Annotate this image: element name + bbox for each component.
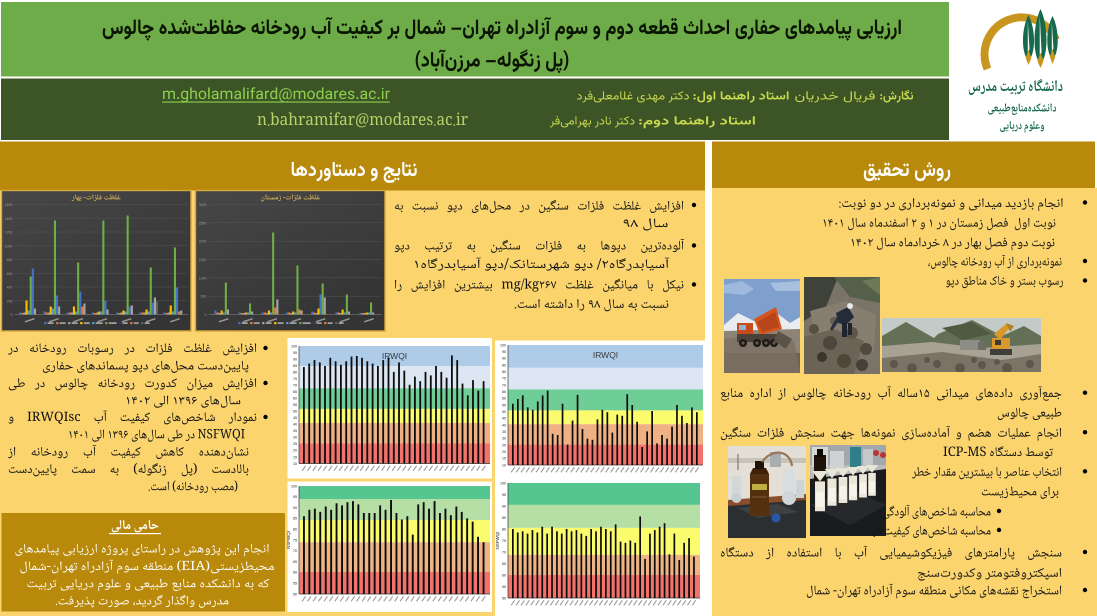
svg-text:40: 40	[293, 423, 297, 427]
svg-text:80: 80	[502, 370, 506, 374]
svg-text:90: 90	[502, 357, 506, 361]
svg-text:1400: 1400	[5, 217, 13, 221]
svg-text:400: 400	[7, 286, 13, 290]
svg-text:55: 55	[502, 403, 506, 407]
svg-text:800: 800	[7, 258, 13, 262]
svg-text:10: 10	[293, 462, 297, 466]
svg-text:70: 70	[502, 383, 506, 387]
svg-text:75: 75	[293, 377, 297, 381]
svg-text:65: 65	[502, 562, 506, 566]
svg-text:1000: 1000	[5, 244, 13, 248]
svg-text:200: 200	[7, 299, 13, 303]
svg-text:75: 75	[502, 377, 506, 381]
svg-text:85: 85	[293, 517, 297, 521]
svg-text:30: 30	[293, 436, 297, 440]
svg-text:95: 95	[293, 495, 297, 499]
svg-text:85: 85	[502, 516, 506, 520]
svg-text:55: 55	[293, 582, 297, 586]
svg-text:45: 45	[293, 416, 297, 420]
svg-text:45: 45	[502, 417, 506, 421]
svg-text:75: 75	[293, 538, 297, 542]
svg-text:NSFWQI: NSFWQI	[495, 532, 500, 550]
svg-text:1200: 1200	[5, 231, 13, 235]
svg-text:55: 55	[502, 585, 506, 589]
svg-text:100: 100	[500, 343, 506, 347]
svg-text:85: 85	[502, 363, 506, 367]
svg-text:3000: 3000	[199, 203, 207, 207]
svg-text:1600: 1600	[5, 203, 13, 207]
svg-text:95: 95	[293, 351, 297, 355]
svg-text:25: 25	[293, 442, 297, 446]
svg-text:2000: 2000	[199, 240, 207, 244]
svg-text:85: 85	[293, 364, 297, 368]
svg-text:35: 35	[293, 429, 297, 433]
svg-text:65: 65	[293, 390, 297, 394]
svg-text:1000: 1000	[199, 276, 207, 280]
svg-text:65: 65	[293, 560, 297, 564]
svg-text:80: 80	[293, 370, 297, 374]
svg-text:70: 70	[502, 550, 506, 554]
svg-text:90: 90	[293, 357, 297, 361]
svg-text:95: 95	[502, 350, 506, 354]
svg-text:15: 15	[293, 455, 297, 459]
svg-text:600: 600	[7, 272, 13, 276]
svg-text:IRWQI: IRWQI	[382, 351, 407, 361]
svg-text:1500: 1500	[199, 258, 207, 262]
svg-text:35: 35	[502, 430, 506, 434]
svg-text:60: 60	[293, 397, 297, 401]
svg-text:100: 100	[291, 484, 297, 488]
svg-text:55: 55	[293, 403, 297, 407]
svg-text:80: 80	[293, 528, 297, 532]
svg-text:100: 100	[291, 344, 297, 348]
svg-text:50: 50	[293, 410, 297, 414]
svg-text:100: 100	[500, 481, 506, 485]
svg-text:2500: 2500	[199, 221, 207, 225]
svg-text:500: 500	[201, 295, 207, 299]
svg-text:75: 75	[502, 539, 506, 543]
svg-text:60: 60	[502, 397, 506, 401]
svg-text:30: 30	[502, 437, 506, 441]
svg-text:40: 40	[502, 423, 506, 427]
svg-text:10: 10	[502, 463, 506, 467]
svg-text:NSFWQI: NSFWQI	[286, 531, 291, 549]
svg-text:70: 70	[293, 549, 297, 553]
svg-text:25: 25	[502, 443, 506, 447]
svg-text:60: 60	[502, 573, 506, 577]
svg-text:15: 15	[502, 457, 506, 461]
svg-text:70: 70	[293, 383, 297, 387]
svg-text:80: 80	[502, 527, 506, 531]
svg-text:50: 50	[502, 410, 506, 414]
svg-text:20: 20	[502, 450, 506, 454]
svg-text:50: 50	[502, 596, 506, 600]
svg-text:0: 0	[205, 313, 207, 317]
svg-text:65: 65	[502, 390, 506, 394]
svg-text:90: 90	[293, 506, 297, 510]
svg-text:50: 50	[293, 592, 297, 596]
svg-text:0: 0	[11, 313, 13, 317]
svg-text:95: 95	[502, 493, 506, 497]
svg-text:90: 90	[502, 504, 506, 508]
svg-text:20: 20	[293, 449, 297, 453]
svg-text:IRWQI: IRWQI	[593, 350, 618, 360]
svg-text:60: 60	[293, 571, 297, 575]
